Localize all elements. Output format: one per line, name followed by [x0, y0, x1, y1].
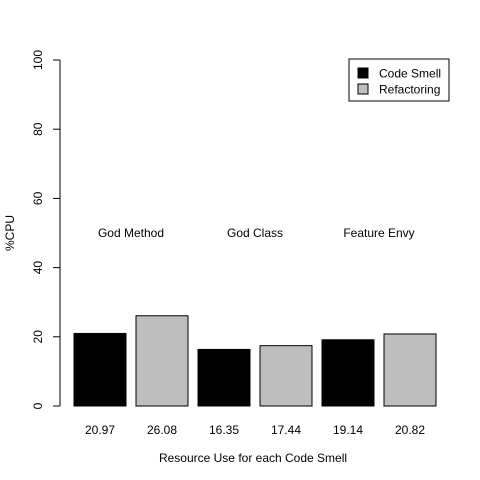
- legend-swatch-refactoring: [357, 83, 369, 95]
- group-label: Feature Envy: [343, 226, 414, 240]
- group-labels: God Method God Class Feature Envy: [98, 226, 415, 240]
- y-tick-label: 80: [31, 122, 45, 136]
- bar: [259, 345, 313, 407]
- bars: [73, 315, 437, 407]
- y-tick-label: 20: [31, 330, 45, 344]
- bar-value-label: 20.97: [85, 423, 115, 437]
- y-tick-label: 100: [31, 50, 45, 70]
- bar-value-label: 20.82: [395, 423, 425, 437]
- y-tick-label: 0: [31, 402, 45, 409]
- bar-value-label: 17.44: [271, 423, 301, 437]
- x-axis-label: Resource Use for each Code Smell: [159, 451, 347, 465]
- bar-value-labels: 20.97 26.08 16.35 17.44 19.14 20.82: [85, 423, 425, 437]
- y-tick-label: 60: [31, 191, 45, 205]
- legend-swatch-code-smell: [357, 67, 369, 79]
- group-label: God Method: [98, 226, 164, 240]
- legend-label-code-smell: Code Smell: [379, 67, 441, 81]
- legend-label-refactoring: Refactoring: [379, 83, 440, 97]
- bar: [73, 332, 127, 407]
- legend: Code Smell Refactoring: [348, 58, 450, 102]
- y-axis-label: %CPU: [3, 215, 17, 251]
- bar: [383, 333, 437, 407]
- y-tick-label: 40: [31, 261, 45, 275]
- group-label: God Class: [227, 226, 283, 240]
- bar: [135, 315, 189, 407]
- bar: [321, 339, 375, 407]
- bar-value-label: 16.35: [209, 423, 239, 437]
- y-axis: 0 20 40 60 80 100: [31, 50, 61, 409]
- bar-value-label: 26.08: [147, 423, 177, 437]
- bar-value-label: 19.14: [333, 423, 363, 437]
- bar: [197, 348, 251, 407]
